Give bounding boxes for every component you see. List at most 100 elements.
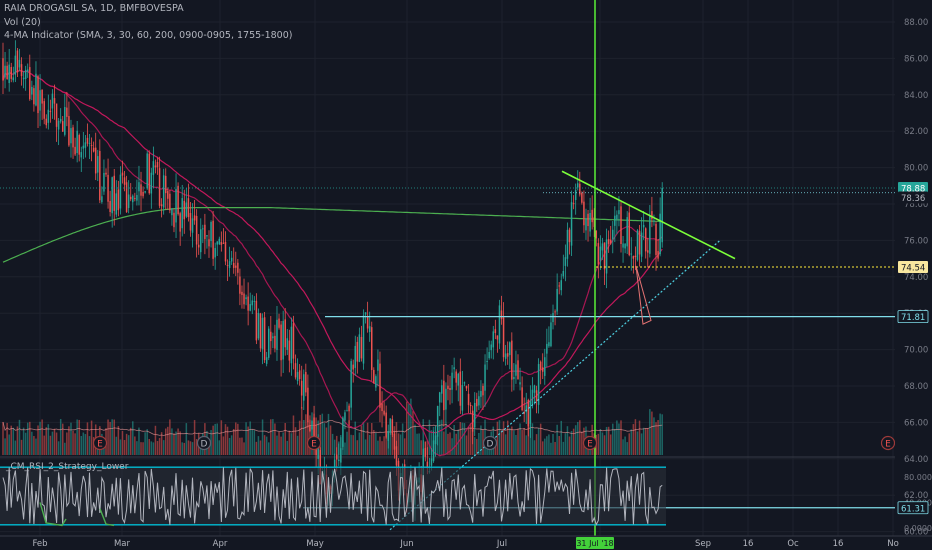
volume-bar	[564, 433, 567, 455]
candle-body	[576, 183, 579, 188]
volume-bar	[391, 434, 394, 455]
price-label-box	[897, 501, 929, 515]
volume-bar	[39, 421, 41, 455]
volume-bar	[164, 428, 167, 455]
volume-bar	[630, 429, 633, 455]
candle-body	[607, 239, 610, 244]
candle-body	[434, 435, 437, 445]
candle-body	[560, 280, 563, 291]
time-tick-label: 16	[743, 539, 754, 549]
candle-body	[570, 202, 573, 246]
volume-bar	[473, 437, 476, 455]
volume-bar	[169, 419, 171, 455]
candle-body	[272, 336, 274, 339]
candle-body	[494, 329, 497, 334]
candle-body	[572, 203, 575, 205]
volume-bar	[447, 433, 449, 455]
volume-bar	[430, 430, 433, 455]
candle-body	[263, 317, 266, 361]
candle-body	[72, 127, 74, 148]
volume-bar	[634, 419, 637, 455]
candle-body	[267, 328, 270, 358]
candle-body	[241, 291, 243, 295]
candle-body	[278, 318, 280, 328]
event-marker-icon	[880, 435, 896, 451]
candle-body	[513, 377, 515, 380]
volume-bar	[500, 430, 503, 455]
price-label-text: 61.31	[901, 504, 925, 514]
candle-body	[113, 175, 115, 211]
volume-bar	[496, 421, 499, 455]
candle-body	[488, 351, 490, 359]
date-label-text: 31 Jul '18	[576, 539, 613, 548]
volume-bar	[195, 439, 198, 455]
volume-bar	[235, 422, 237, 455]
volume-bar	[286, 440, 289, 455]
candle-body	[179, 213, 181, 232]
price-axis[interactable]: 88.00 86.00 84.00 82.00 80.00 78.00 76.00 74.00…	[895, 0, 932, 550]
candle-body	[642, 224, 645, 228]
time-axis[interactable]: FebMarAprMayJunJulAugSep16Oc16No31 Jul '…	[0, 535, 932, 549]
rsi-indicator-label[interactable]: _CM_RSI_2_Strategy_Lower	[6, 462, 129, 472]
candle-body	[471, 410, 474, 432]
volume-bar	[179, 431, 181, 455]
price-label-box	[897, 310, 929, 324]
volume-bar	[628, 433, 630, 455]
candle-body	[276, 319, 278, 350]
ma-60-line	[2, 69, 663, 434]
candle-body	[261, 317, 264, 350]
volume-bar	[319, 414, 321, 455]
volume-bar	[480, 425, 482, 455]
volume-bar	[121, 430, 124, 455]
candle-body	[307, 387, 309, 423]
candle-body	[500, 310, 503, 319]
candle-body	[88, 142, 91, 144]
volume-bar	[579, 420, 581, 455]
volume-bar	[47, 424, 50, 455]
price-tick-label: 78.00	[904, 200, 928, 210]
candle-body	[317, 445, 319, 459]
candle-body	[181, 198, 183, 229]
candle-body	[26, 69, 29, 72]
volume-bar	[214, 423, 216, 455]
volume-bar	[216, 423, 218, 455]
volume-bar	[498, 420, 501, 455]
volume-bar	[189, 441, 192, 455]
volume-bar	[624, 436, 626, 455]
candle-body	[313, 417, 315, 442]
rsi-oversold-highlight	[39, 502, 67, 527]
volume-bar	[33, 435, 35, 455]
volume-bar	[53, 428, 56, 455]
candle-body	[651, 211, 653, 220]
ma-indicator-label[interactable]: 4-MA Indicator (SMA, 3, 30, 60, 200, 090…	[4, 30, 293, 41]
volume-bar	[428, 419, 431, 455]
volume-bar	[443, 431, 445, 455]
candle-body	[294, 363, 297, 378]
candle-body	[239, 276, 241, 294]
volume-bar	[212, 425, 214, 455]
candle-body	[51, 93, 54, 109]
volume-bar	[228, 437, 231, 455]
event-marker-icon	[306, 435, 322, 451]
candle-body	[350, 361, 352, 408]
volume-bar	[502, 421, 505, 455]
volume-bar	[362, 421, 365, 455]
candle-body	[125, 182, 128, 213]
candle-body	[78, 134, 80, 155]
volume-bar	[638, 420, 641, 455]
volume-bar	[119, 439, 122, 455]
symbol-title: RAIA DROGASIL SA, 1D, BMFBOVESPA	[4, 3, 184, 14]
candle-body	[24, 69, 27, 79]
volume-bar	[162, 440, 165, 455]
candle-body	[257, 313, 260, 339]
volume-bar	[255, 441, 258, 455]
volume-bar	[352, 435, 354, 455]
ma-200-line	[2, 207, 663, 263]
volume-bar	[661, 414, 663, 455]
candle-body	[659, 213, 661, 255]
volume-indicator-label[interactable]: Vol (20)	[4, 17, 41, 28]
candle-body	[599, 246, 602, 261]
candle-body	[453, 367, 455, 370]
candle-body	[49, 110, 52, 112]
